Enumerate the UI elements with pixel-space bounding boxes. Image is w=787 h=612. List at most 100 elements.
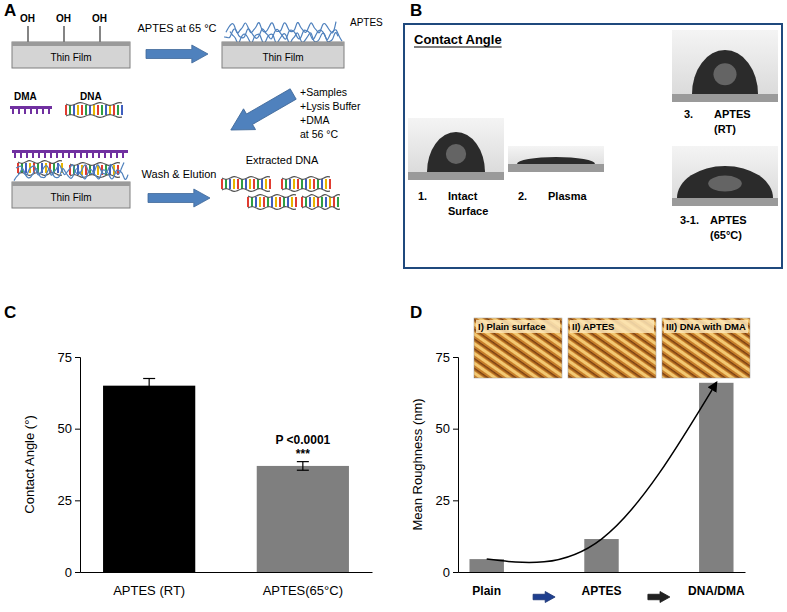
axis-line bbox=[459, 572, 746, 573]
dma-tooth bbox=[44, 153, 46, 158]
dna-rung bbox=[289, 179, 291, 189]
category-label: APTES (RT) bbox=[113, 583, 185, 598]
dna-strand bbox=[66, 115, 122, 118]
hydroxyl-label: OH bbox=[20, 13, 35, 24]
dna-molecule bbox=[282, 177, 330, 192]
arrow bbox=[225, 84, 299, 141]
tick-label: 25 bbox=[436, 493, 450, 508]
film-body bbox=[12, 42, 130, 68]
tick: DNA/DMA bbox=[688, 584, 745, 598]
dna-strand bbox=[302, 207, 340, 210]
film-label: Thin Film bbox=[50, 52, 91, 63]
dma-tooth bbox=[48, 109, 50, 114]
droplet-highlight bbox=[713, 63, 736, 85]
dna-rung bbox=[101, 105, 103, 115]
tick: APTES bbox=[581, 584, 621, 598]
dna-rung bbox=[291, 197, 293, 207]
dna-rung bbox=[263, 197, 265, 207]
panel-label: B bbox=[410, 1, 422, 20]
dma-tooth bbox=[62, 153, 64, 158]
tick-label: 0 bbox=[443, 565, 450, 580]
dna-rung bbox=[295, 197, 297, 207]
image-label: I) Plain surface bbox=[478, 321, 546, 332]
dna-strand bbox=[222, 189, 270, 192]
dna-rung bbox=[105, 105, 107, 115]
droplet bbox=[692, 50, 758, 94]
bar bbox=[699, 383, 733, 572]
photo-substrate bbox=[508, 164, 604, 172]
hydroxyl-label: OH bbox=[92, 13, 107, 24]
droplet-photo bbox=[508, 146, 604, 172]
photo-label: (65°C) bbox=[710, 229, 742, 241]
category-label: DNA/DMA bbox=[688, 584, 745, 598]
dna-rung bbox=[309, 179, 311, 189]
axis-line bbox=[81, 572, 373, 573]
error-bar bbox=[297, 462, 309, 471]
dna-rung bbox=[45, 163, 47, 173]
annotation: P <0.0001 bbox=[275, 433, 330, 447]
dna-rung bbox=[329, 197, 331, 207]
film-top bbox=[12, 42, 130, 46]
photo-number: 1. bbox=[418, 190, 427, 202]
dna-strand bbox=[248, 195, 296, 198]
droplet-highlight bbox=[446, 144, 466, 164]
dma-tooth bbox=[14, 153, 16, 158]
droplet-photo bbox=[672, 30, 778, 102]
process-arrow bbox=[225, 84, 299, 141]
panel-b: BContact Angle1.IntactSurface2.Plasma3.A… bbox=[404, 1, 782, 268]
panel-frame bbox=[404, 24, 782, 268]
dna-rung bbox=[313, 179, 315, 189]
dma-tooth bbox=[32, 153, 34, 158]
photo-number: 3. bbox=[684, 108, 693, 120]
chart: C0255075APTES (RT)APTES(65°C)Contact Ang… bbox=[4, 303, 373, 598]
photo-label: APTES bbox=[714, 108, 751, 120]
afm-label-bg bbox=[476, 320, 560, 333]
dma-tooth bbox=[50, 153, 52, 158]
dma-molecule bbox=[10, 106, 52, 114]
tick: 75 bbox=[436, 350, 458, 365]
dna-rung bbox=[73, 105, 75, 115]
photo-number: 2. bbox=[518, 190, 527, 202]
photo-background bbox=[672, 146, 778, 206]
y-axis: 0255075 bbox=[58, 350, 81, 580]
dna-rung bbox=[321, 179, 323, 189]
image-label: III) DNA with DMA bbox=[666, 321, 746, 332]
step-label: Wash & Elution bbox=[142, 168, 217, 180]
dna-rung bbox=[265, 179, 267, 189]
dna-rung bbox=[269, 179, 271, 189]
tick-label: 25 bbox=[58, 493, 72, 508]
axis-line bbox=[453, 358, 459, 573]
step-label: +Lysis Buffer bbox=[300, 100, 361, 112]
tick-label: 75 bbox=[436, 350, 450, 365]
chart: DI) Plain surfaceII) APTESIII) DNA with … bbox=[410, 303, 750, 603]
dna-molecule bbox=[66, 103, 122, 118]
dna-strand bbox=[18, 161, 62, 164]
y-axis: 0255075 bbox=[436, 350, 459, 580]
dna-rung bbox=[259, 197, 261, 207]
photo-label: Surface bbox=[448, 205, 488, 217]
droplet-photo bbox=[672, 146, 778, 206]
tick: 0 bbox=[65, 565, 80, 580]
thin-film: Thin Film bbox=[222, 42, 344, 68]
dma-tooth bbox=[74, 153, 76, 158]
panel-label: A bbox=[4, 1, 16, 20]
afm-label-bg bbox=[570, 320, 654, 333]
dna-rung bbox=[267, 197, 269, 207]
dma-tooth bbox=[26, 153, 28, 158]
dma-tooth bbox=[36, 109, 38, 114]
film-top bbox=[222, 42, 344, 46]
dna-rung bbox=[113, 105, 115, 115]
dma-tooth bbox=[92, 153, 94, 158]
photo-substrate bbox=[672, 198, 778, 206]
error-bar bbox=[143, 379, 155, 393]
marks bbox=[469, 383, 733, 572]
dna-rung bbox=[77, 105, 79, 115]
tick-mark bbox=[75, 357, 80, 358]
thin-film: Thin Film bbox=[12, 42, 130, 68]
dma-tooth bbox=[30, 109, 32, 114]
dna-molecule bbox=[222, 177, 270, 192]
tick-mark bbox=[75, 500, 80, 501]
dna-rung bbox=[221, 179, 223, 189]
film-label: Thin Film bbox=[50, 192, 91, 203]
aptes-coil bbox=[14, 168, 128, 180]
